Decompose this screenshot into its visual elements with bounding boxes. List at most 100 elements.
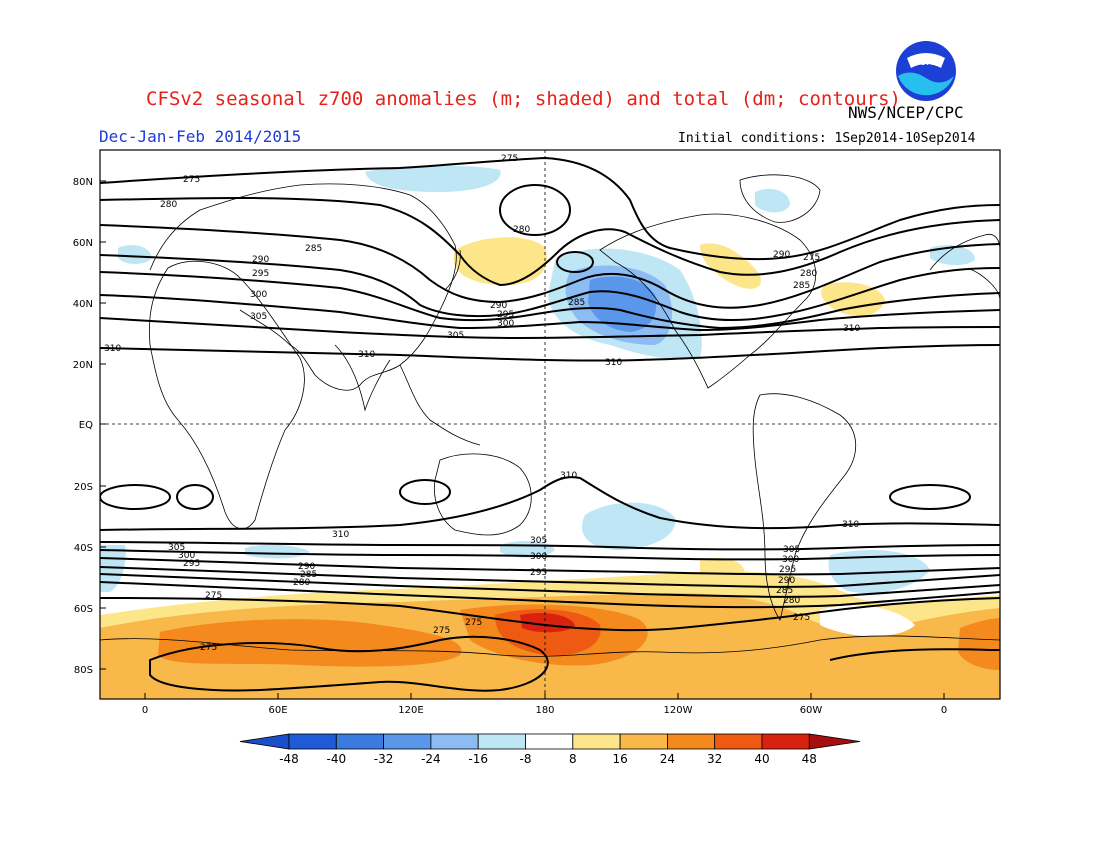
colorbar-segment [667,733,716,750]
colorbar-segment [383,733,432,750]
coast-europe-east [929,233,1000,271]
contour-label: 310 [843,324,860,334]
contour-label: 305 [447,331,464,341]
contour-label: 275 [433,626,450,636]
lat-label-60s: 60S [74,604,93,615]
lon-label-60e: 60E [268,705,287,716]
map-title: CFSv2 seasonal z700 anomalies (m; shaded… [146,88,901,110]
contour-label: 305 [530,536,547,546]
contour-label: 300 [782,555,799,565]
contour-285-s [100,573,1000,598]
contour-285-n [100,224,1000,309]
contour-305-s [100,541,1000,551]
contour-label: 280 [800,269,817,279]
lat-label-eq: EQ [79,420,93,431]
contour-label: 275 [793,613,810,623]
contour-label: 310 [358,350,375,360]
contour-label: 285 [305,244,322,254]
contour-label: 300 [497,319,514,329]
colorbar-segment [430,733,479,750]
colorbar-label: 48 [802,752,817,766]
contour-label: 285 [300,570,317,580]
lat-label-40s: 40S [74,543,93,554]
lat-label-80s: 80S [74,665,93,676]
contour-closed-high-indian [176,484,214,510]
contour-label: 290 [773,250,790,260]
colorbar-label: 16 [612,752,627,766]
colorbar-segment [525,733,574,750]
colorbar-label: -48 [279,752,299,766]
contour-closed-high-australia [399,479,451,505]
contour-290-n [100,254,1000,321]
lon-label-0-west: 0 [142,705,148,716]
coast-australia [433,453,532,536]
contour-label: 290 [298,562,315,572]
contour-label: 275 [501,154,518,164]
contour-label: 310 [842,520,859,530]
season-label: Dec-Jan-Feb 2014/2015 [99,127,302,146]
initial-conditions-label: Initial conditions: 1Sep2014-10Sep2014 [678,131,976,146]
colorbar-segment [714,733,763,750]
contour-275-n [100,156,1000,261]
colorbar-label: -8 [520,752,532,766]
contour-label: 295 [779,565,796,575]
coast-eurasia [149,183,457,391]
lon-label-60w: 60W [800,705,823,716]
coast-greenland [739,174,821,223]
lat-label-20s: 20S [74,482,93,493]
colorbar-label: 40 [754,752,769,766]
colorbar-segment [335,733,384,750]
lon-label-0-east: 0 [941,705,947,716]
contour-label: 290 [252,255,269,265]
grid-lines [100,150,1000,699]
contour-275-antarctic [149,635,549,692]
anomaly-blob-24-west [158,619,462,667]
contour-closed-high-south-atlantic [889,484,971,510]
contour-label: 290 [490,301,507,311]
colorbar-legend: -48 -40 -32 -24 -16 -8 8 16 24 32 40 48 [239,733,861,766]
contour-label: 295 [183,559,200,569]
contour-label: 295 [530,568,547,578]
colorbar-segment [619,733,668,750]
contour-label: 310 [605,358,622,368]
noaa-logo: NOAA [896,41,956,101]
contour-label: 290 [778,576,795,586]
colorbar-segment [288,733,337,750]
colorbar-high-arrow [808,733,861,750]
latitude-ticks [100,180,106,670]
contour-closed-low-pacific [499,184,571,236]
colorbar-label: -32 [374,752,394,766]
longitude-ticks [144,693,945,699]
coast-antarctica [100,635,1000,657]
colorbar-segment [761,733,810,750]
contour-labels: 275 280 285 290 295 300 305 310 310 310 … [104,154,860,653]
contour-label: 285 [793,281,810,291]
contour-label: 310 [560,471,577,481]
colorbar-label: 32 [707,752,722,766]
contour-label: 285 [568,298,585,308]
contour-closed-low-pacific-2 [556,251,594,273]
coast-south-america [752,393,857,621]
contour-label: 310 [332,530,349,540]
latitude-labels: 80N 60N 40N 20N EQ 20S 40S 60S 80S [73,177,93,676]
contour-label: 280 [513,225,530,235]
anomaly-blob-24-east [958,618,1000,670]
contour-310-n [100,344,1000,362]
anomaly-neg-west-europe [118,245,152,264]
contour-280-n [100,196,1000,287]
lat-label-60n: 60N [73,238,93,249]
colorbar-segment [572,733,621,750]
colorbar-label: 8 [569,752,577,766]
anomaly-neg-west-edge [100,545,126,592]
contour-295-s [100,557,1000,576]
contour-label: 295 [497,310,514,320]
anomaly-neg-arctic [365,165,501,192]
coastlines [100,174,1000,657]
contour-label: 295 [252,269,269,279]
contour-label: 275 [205,591,222,601]
lon-label-120w: 120W [664,705,693,716]
contour-label: 300 [530,552,547,562]
contour-295-n [100,271,1000,330]
coast-india [334,344,391,412]
